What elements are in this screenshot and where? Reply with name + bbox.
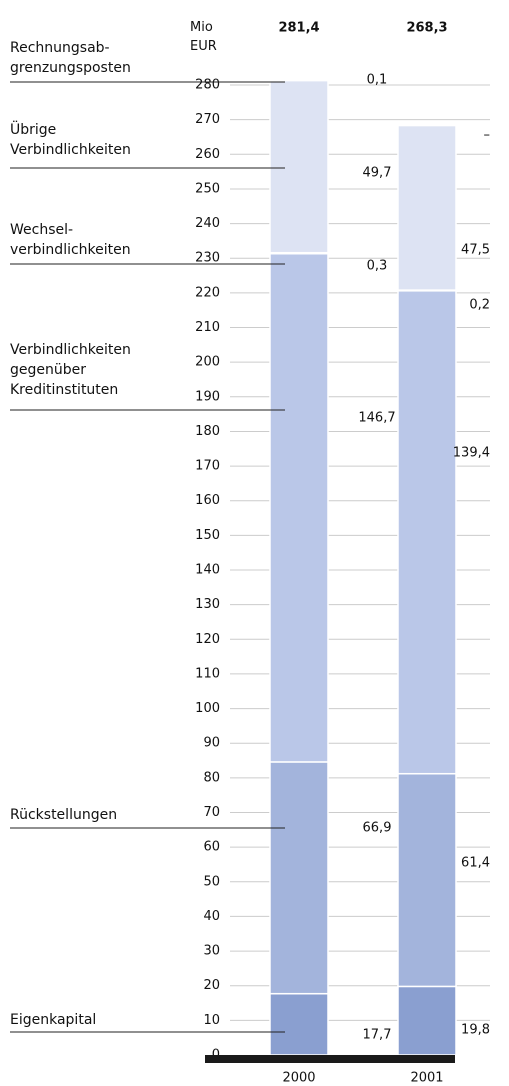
y-axis-label: Mio EUR — [190, 20, 217, 54]
y-tick-label: 20 — [203, 978, 220, 993]
legend-label: Wechsel- verbindlichkeiten — [10, 222, 131, 258]
y-tick-label: 230 — [195, 251, 220, 266]
x-tick-label: 2001 — [410, 1071, 443, 1086]
y-tick-label: 60 — [203, 840, 220, 855]
legend-label: Übrige Verbindlichkeiten — [10, 122, 131, 158]
y-tick-label: 130 — [195, 597, 220, 612]
y-tick-label: 250 — [195, 181, 220, 196]
y-tick-label: 280 — [195, 78, 220, 93]
total-label: 268,3 — [406, 21, 447, 36]
value-label: 0,1 — [367, 73, 388, 88]
y-tick-label: 40 — [203, 909, 220, 924]
value-label: 19,8 — [461, 1023, 490, 1038]
bar-segment — [269, 992, 329, 1056]
baseline — [205, 1055, 455, 1063]
legend-label: Rechnungsab- grenzungsposten — [10, 40, 131, 76]
x-tick-label: 2000 — [282, 1071, 315, 1086]
total-label: 281,4 — [278, 21, 319, 36]
y-tick-label: 160 — [195, 493, 220, 508]
value-label: 0,2 — [469, 298, 490, 313]
y-tick-label: 140 — [195, 563, 220, 578]
value-label: 66,9 — [363, 821, 392, 836]
y-tick-label: 190 — [195, 389, 220, 404]
y-tick-label: 240 — [195, 216, 220, 231]
y-tick-label: 70 — [203, 805, 220, 820]
y-tick-label: 200 — [195, 355, 220, 370]
y-tick-label: 90 — [203, 736, 220, 751]
bar-segment — [397, 985, 457, 1056]
y-tick-label: 270 — [195, 112, 220, 127]
y-tick-label: 80 — [203, 770, 220, 785]
y-tick-label: 210 — [195, 320, 220, 335]
y-tick-label: 260 — [195, 147, 220, 162]
bar-segment — [269, 761, 329, 995]
bar-segment — [269, 79, 329, 254]
legend-label: Eigenkapital — [10, 1012, 97, 1028]
legend-label: Rückstellungen — [10, 807, 118, 823]
legend-label: Verbindlichkeiten gegenüber Kreditinstit… — [10, 342, 131, 398]
y-tick-label: 50 — [203, 874, 220, 889]
value-label: 0,3 — [367, 259, 388, 274]
y-tick-label: 120 — [195, 632, 220, 647]
y-tick-label: 100 — [195, 701, 220, 716]
bar-segment — [397, 290, 457, 775]
bar-segment — [397, 772, 457, 988]
value-label: 61,4 — [461, 856, 490, 871]
value-label: – — [484, 128, 491, 143]
value-label: 146,7 — [358, 411, 395, 426]
value-label: 17,7 — [363, 1028, 392, 1043]
y-tick-label: 150 — [195, 528, 220, 543]
bar-segment — [269, 252, 329, 763]
value-label: 49,7 — [363, 166, 392, 181]
y-tick-label: 180 — [195, 424, 220, 439]
value-label: 139,4 — [453, 446, 490, 461]
y-tick-label: 30 — [203, 944, 220, 959]
value-label: 47,5 — [461, 243, 490, 258]
y-tick-label: 220 — [195, 285, 220, 300]
bar-segment — [397, 124, 457, 291]
y-tick-label: 110 — [195, 666, 220, 681]
y-tick-label: 10 — [203, 1013, 220, 1028]
y-tick-label: 170 — [195, 459, 220, 474]
